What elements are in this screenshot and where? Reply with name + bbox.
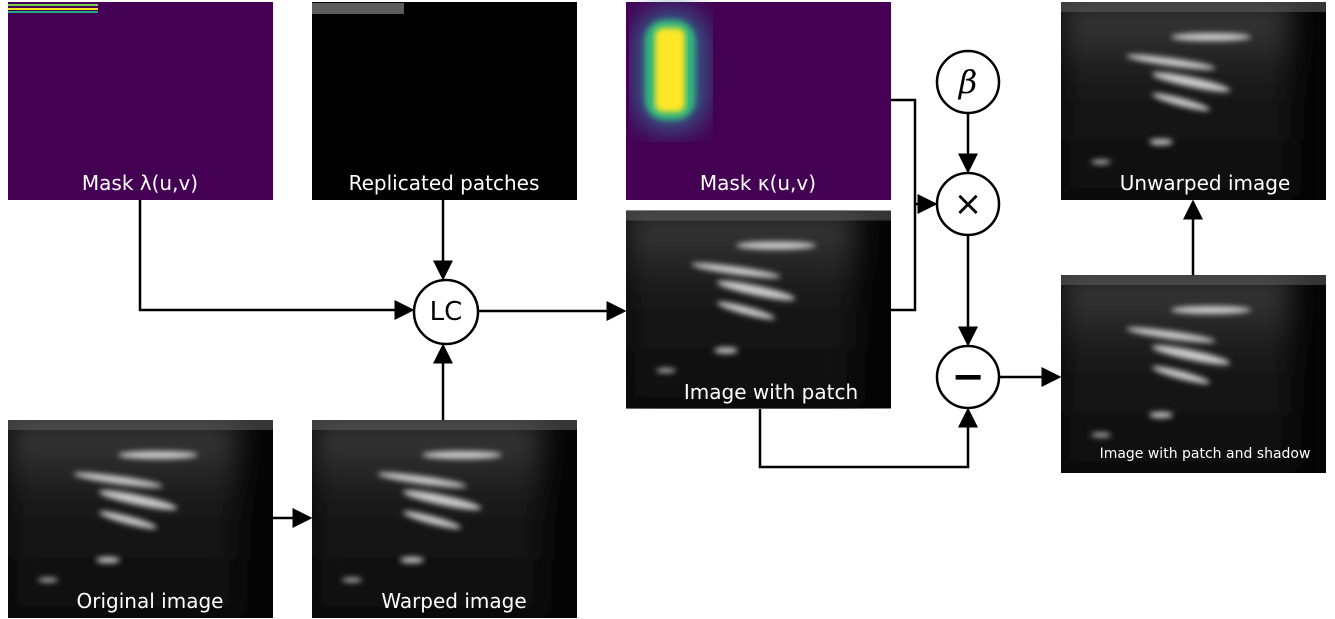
operator-label: − xyxy=(951,354,985,400)
wire xyxy=(891,100,915,310)
patch-strip xyxy=(312,3,404,14)
operator-label: × xyxy=(954,184,983,224)
mask-blob xyxy=(655,28,685,112)
mask-line xyxy=(8,11,98,13)
diagram: Mask λ(u,v) Replicated patches Mask κ(u,… xyxy=(0,0,1335,619)
mask-line xyxy=(8,8,98,10)
label: Replicated patches xyxy=(349,171,540,195)
mask-line xyxy=(8,4,98,6)
arrow xyxy=(140,200,412,310)
label: Image with patch xyxy=(684,380,858,404)
label: Original image xyxy=(77,589,224,613)
label: Warped image xyxy=(381,589,526,613)
image-with-patch xyxy=(626,211,891,409)
label: Mask κ(u,v) xyxy=(700,171,816,195)
label: Mask λ(u,v) xyxy=(82,171,198,195)
label: Unwarped image xyxy=(1120,171,1291,195)
operator-label: LC xyxy=(430,297,463,327)
operator-label: β xyxy=(958,63,978,101)
arrow xyxy=(760,409,968,467)
label: Image with patch and shadow xyxy=(1100,446,1311,462)
patch-shadow-image xyxy=(1061,275,1326,473)
